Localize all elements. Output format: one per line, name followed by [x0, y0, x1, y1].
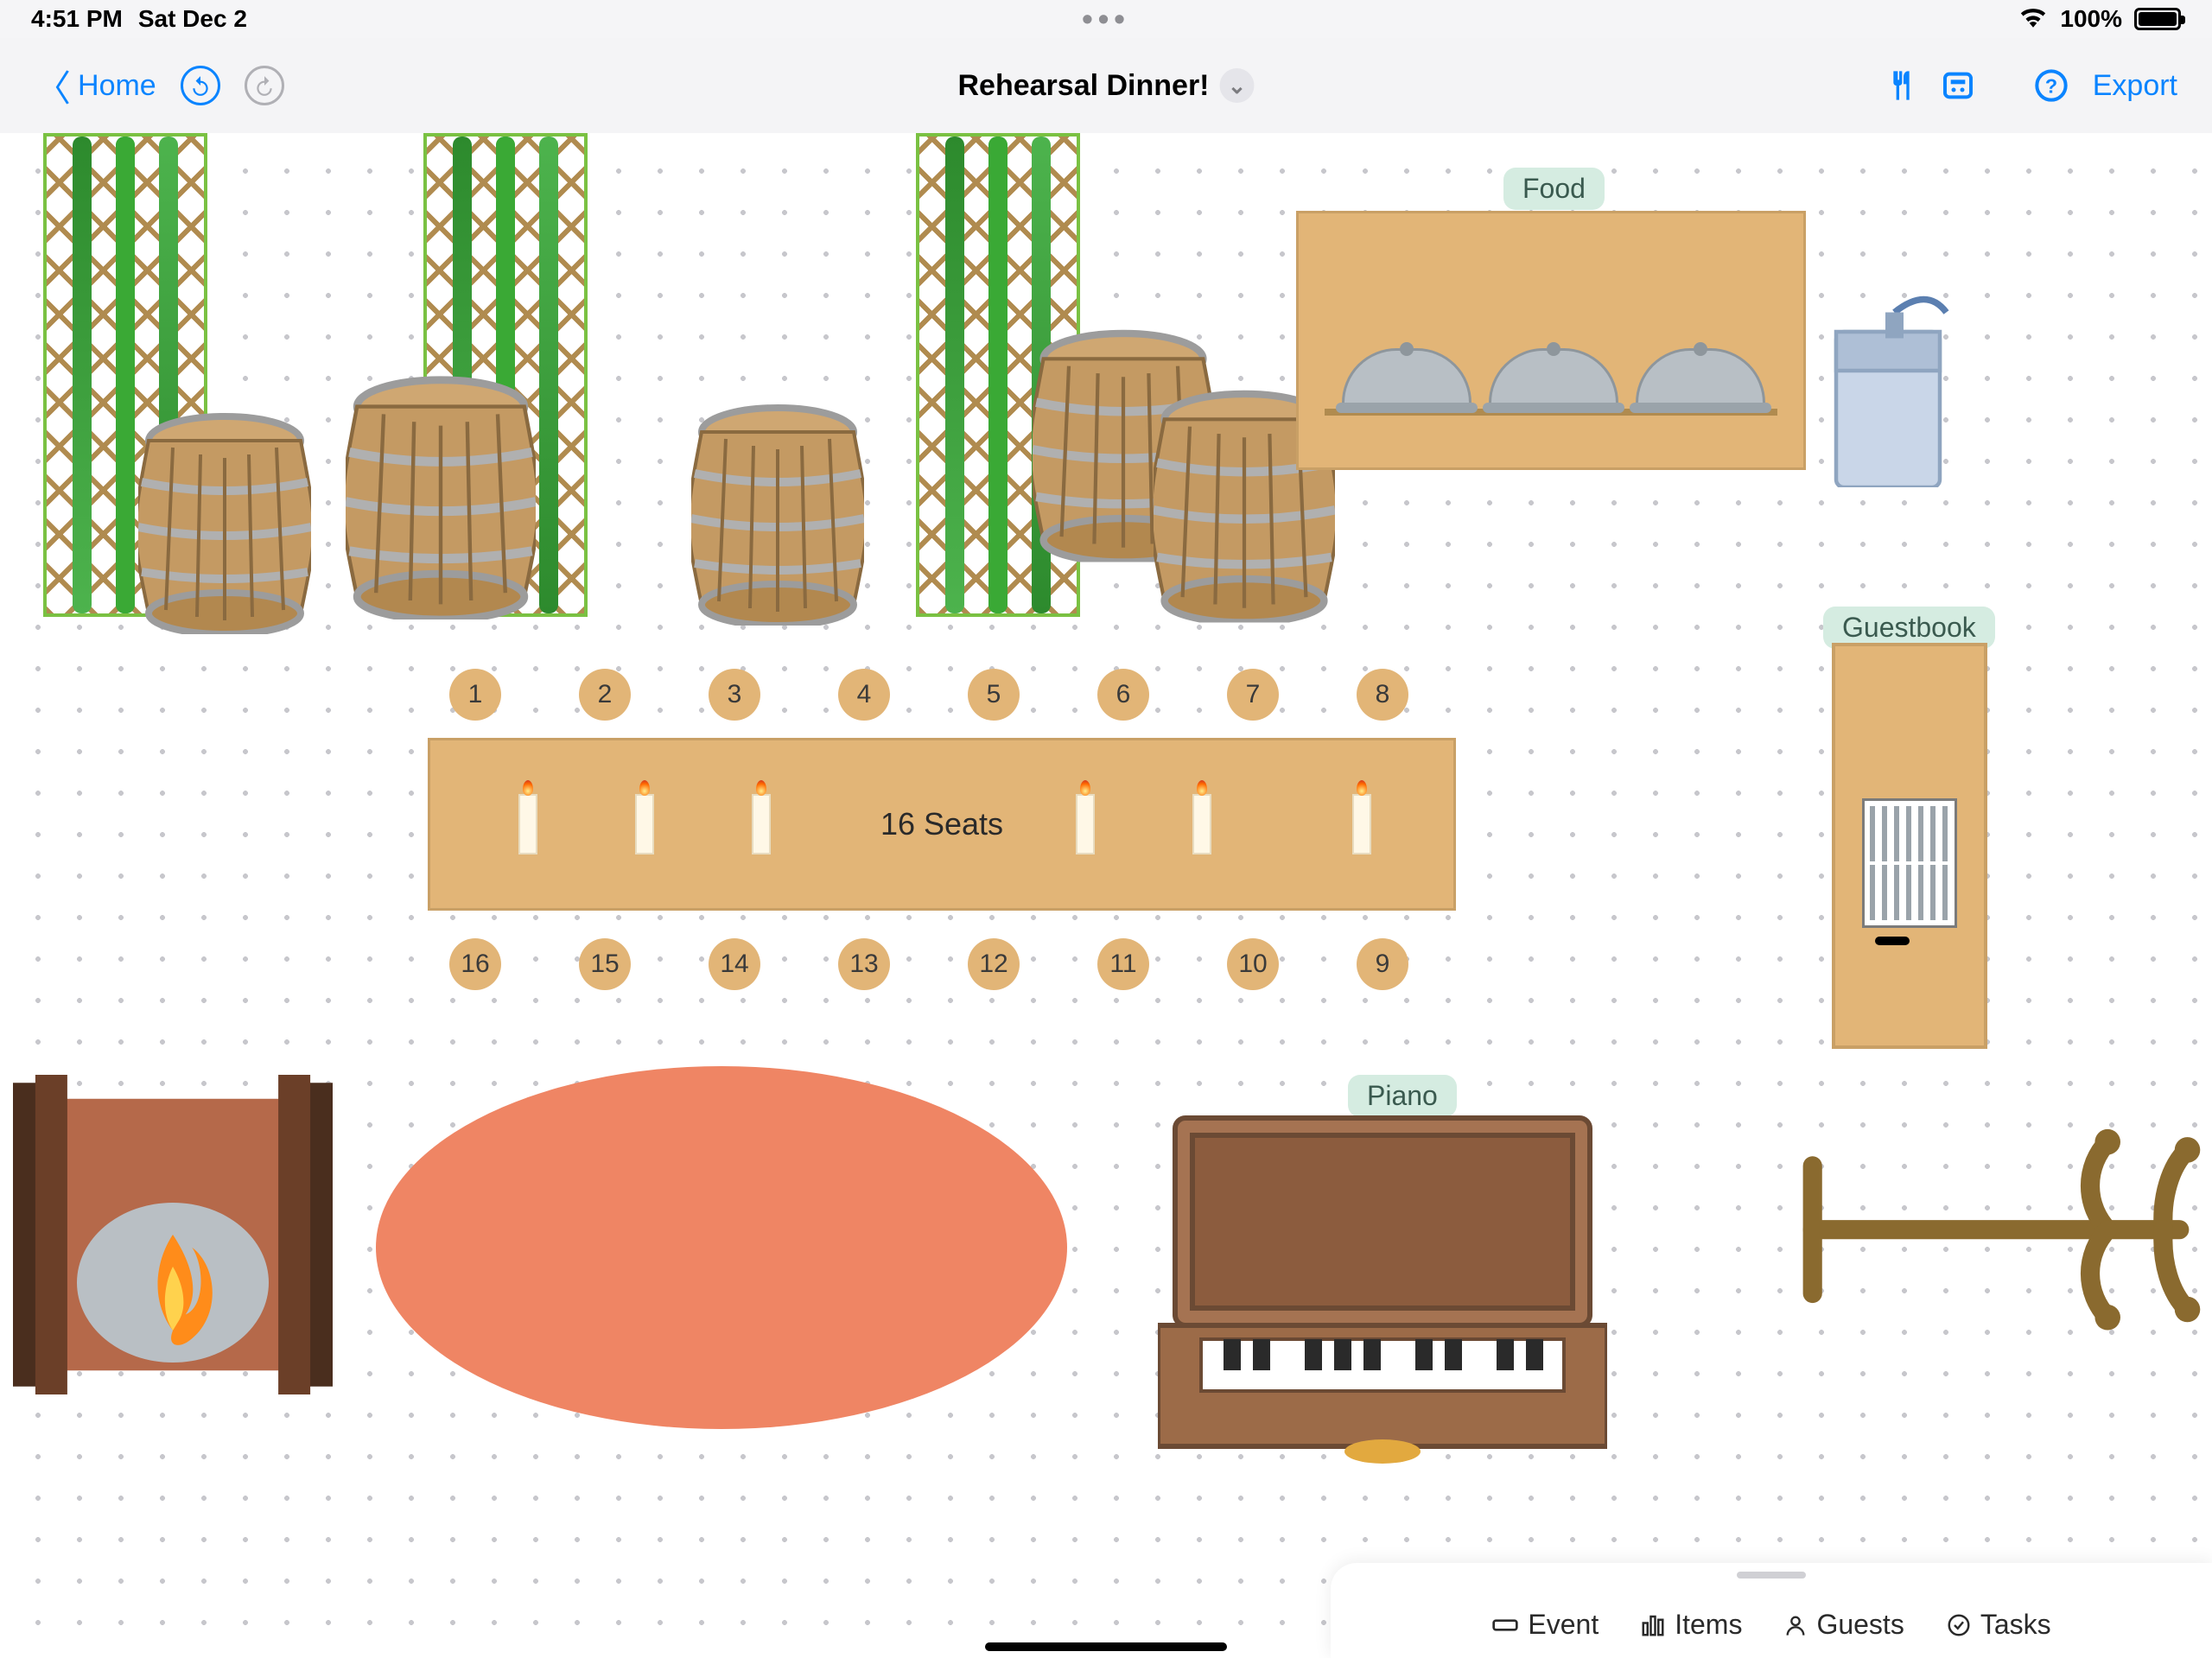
candle[interactable]: [635, 794, 654, 854]
home-label: Home: [78, 69, 156, 103]
chevron-down-icon: ⌄: [1220, 68, 1255, 103]
seat[interactable]: 10: [1227, 938, 1279, 990]
barrel[interactable]: [346, 372, 536, 619]
coat-rack[interactable]: [1789, 1118, 2203, 1343]
tab-items[interactable]: Items: [1640, 1609, 1742, 1641]
guestbook-pen[interactable]: [1875, 937, 1910, 945]
seat[interactable]: 9: [1357, 938, 1408, 990]
seat[interactable]: 13: [838, 938, 890, 990]
redo-button[interactable]: [245, 66, 284, 105]
table-seat-count: 16 Seats: [880, 806, 1003, 842]
barrel[interactable]: [138, 410, 311, 634]
seat[interactable]: 2: [579, 669, 631, 721]
tab-guests[interactable]: Guests: [1783, 1609, 1904, 1641]
barrel[interactable]: [691, 401, 864, 626]
floor-plan-canvas[interactable]: Food 12345678 16 Seats 161514131211109 G…: [0, 133, 2212, 1658]
food-table[interactable]: [1296, 211, 1806, 470]
status-bar: 4:51 PM Sat Dec 2 ••• 100%: [0, 0, 2212, 38]
status-date: Sat Dec 2: [138, 5, 247, 33]
seat[interactable]: 15: [579, 938, 631, 990]
back-home-button[interactable]: 〈 Home: [35, 60, 156, 112]
title-text: Rehearsal Dinner!: [958, 69, 1210, 103]
seat[interactable]: 16: [449, 938, 501, 990]
fireplace[interactable]: [13, 1075, 333, 1394]
seat[interactable]: 1: [449, 669, 501, 721]
chevron-left-icon: 〈: [35, 60, 71, 112]
battery-icon: [2134, 8, 2181, 30]
catalog-icon[interactable]: [1941, 68, 1975, 103]
document-title[interactable]: Rehearsal Dinner! ⌄: [958, 68, 1255, 103]
seat[interactable]: 12: [968, 938, 1020, 990]
wifi-icon: [2018, 5, 2048, 34]
seat[interactable]: 14: [709, 938, 760, 990]
tab-tasks[interactable]: Tasks: [1946, 1609, 2051, 1641]
undo-button[interactable]: [181, 66, 220, 105]
home-indicator[interactable]: [985, 1642, 1227, 1651]
candle[interactable]: [1352, 794, 1371, 854]
bottom-sheet[interactable]: Event Items Guests Tasks: [1331, 1563, 2212, 1658]
seat[interactable]: 7: [1227, 669, 1279, 721]
candle[interactable]: [752, 794, 771, 854]
status-time: 4:51 PM: [31, 5, 123, 33]
export-button[interactable]: Export: [2093, 69, 2177, 103]
dining-table[interactable]: 16 Seats: [428, 738, 1456, 911]
seat[interactable]: 4: [838, 669, 890, 721]
multitask-dots[interactable]: •••: [1082, 1, 1130, 37]
candle[interactable]: [1076, 794, 1095, 854]
label-food[interactable]: Food: [1503, 168, 1605, 210]
oval-rug[interactable]: [376, 1066, 1067, 1429]
drag-handle[interactable]: [1737, 1572, 1806, 1579]
seat[interactable]: 11: [1097, 938, 1149, 990]
toolbar: 〈 Home Rehearsal Dinner! ⌄ ? Export: [0, 38, 2212, 133]
catering-icon[interactable]: [1882, 68, 1916, 103]
seat[interactable]: 6: [1097, 669, 1149, 721]
battery-percent: 100%: [2060, 5, 2122, 33]
seat[interactable]: 3: [709, 669, 760, 721]
svg-text:?: ?: [2045, 74, 2057, 97]
seat[interactable]: 8: [1357, 669, 1408, 721]
water-cooler[interactable]: [1823, 280, 1953, 487]
tab-event[interactable]: Event: [1491, 1609, 1599, 1641]
guestbook[interactable]: [1862, 798, 1957, 928]
export-label: Export: [2093, 69, 2177, 103]
piano[interactable]: [1158, 1101, 1607, 1464]
help-icon[interactable]: ?: [2034, 68, 2069, 103]
candle[interactable]: [518, 794, 537, 854]
seat[interactable]: 5: [968, 669, 1020, 721]
candle[interactable]: [1192, 794, 1211, 854]
